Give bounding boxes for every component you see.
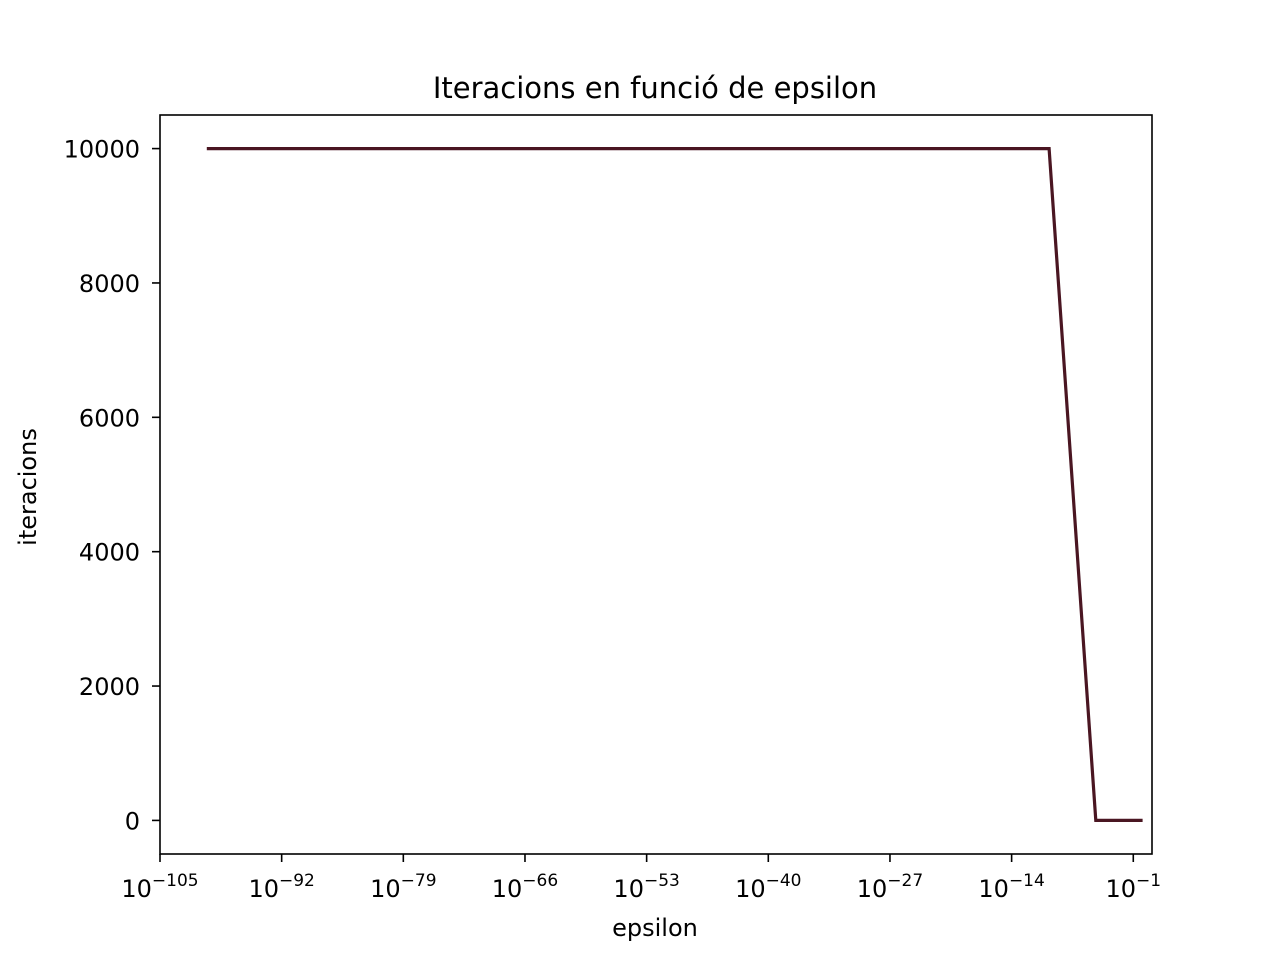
y-tick-label: 2000 — [79, 673, 140, 701]
x-tick-label: 10−27 — [857, 871, 923, 903]
x-tick-label: 10−53 — [613, 871, 679, 903]
y-tick-label: 0 — [125, 807, 140, 835]
chart-title: Iteracions en funció de epsilon — [433, 71, 877, 105]
y-axis: 0 2000 4000 6000 8000 10000 — [64, 136, 160, 835]
x-tick-label: 10−105 — [121, 871, 198, 903]
y-tick-label: 10000 — [64, 136, 140, 164]
x-tick-label: 10−66 — [492, 871, 558, 903]
x-tick-label: 10−92 — [248, 871, 314, 903]
x-tick-label: 10−79 — [370, 871, 436, 903]
y-axis-label: iteracions — [14, 428, 42, 546]
series-line — [206, 147, 1143, 823]
plot-frame — [159, 114, 1153, 855]
x-tick-label: 10−40 — [735, 871, 801, 903]
x-axis: 10−105 10−92 10−79 10−66 10−53 10−40 10−27 10−1… — [121, 854, 1161, 903]
y-tick-label: 4000 — [79, 539, 140, 567]
y-tick-label: 8000 — [79, 270, 140, 298]
x-tick-label: 10−1 — [1105, 871, 1161, 903]
plot-area — [159, 114, 1153, 855]
x-tick-label: 10−14 — [978, 871, 1044, 903]
y-tick-label: 6000 — [79, 404, 140, 432]
x-axis-label: epsilon — [612, 914, 698, 942]
